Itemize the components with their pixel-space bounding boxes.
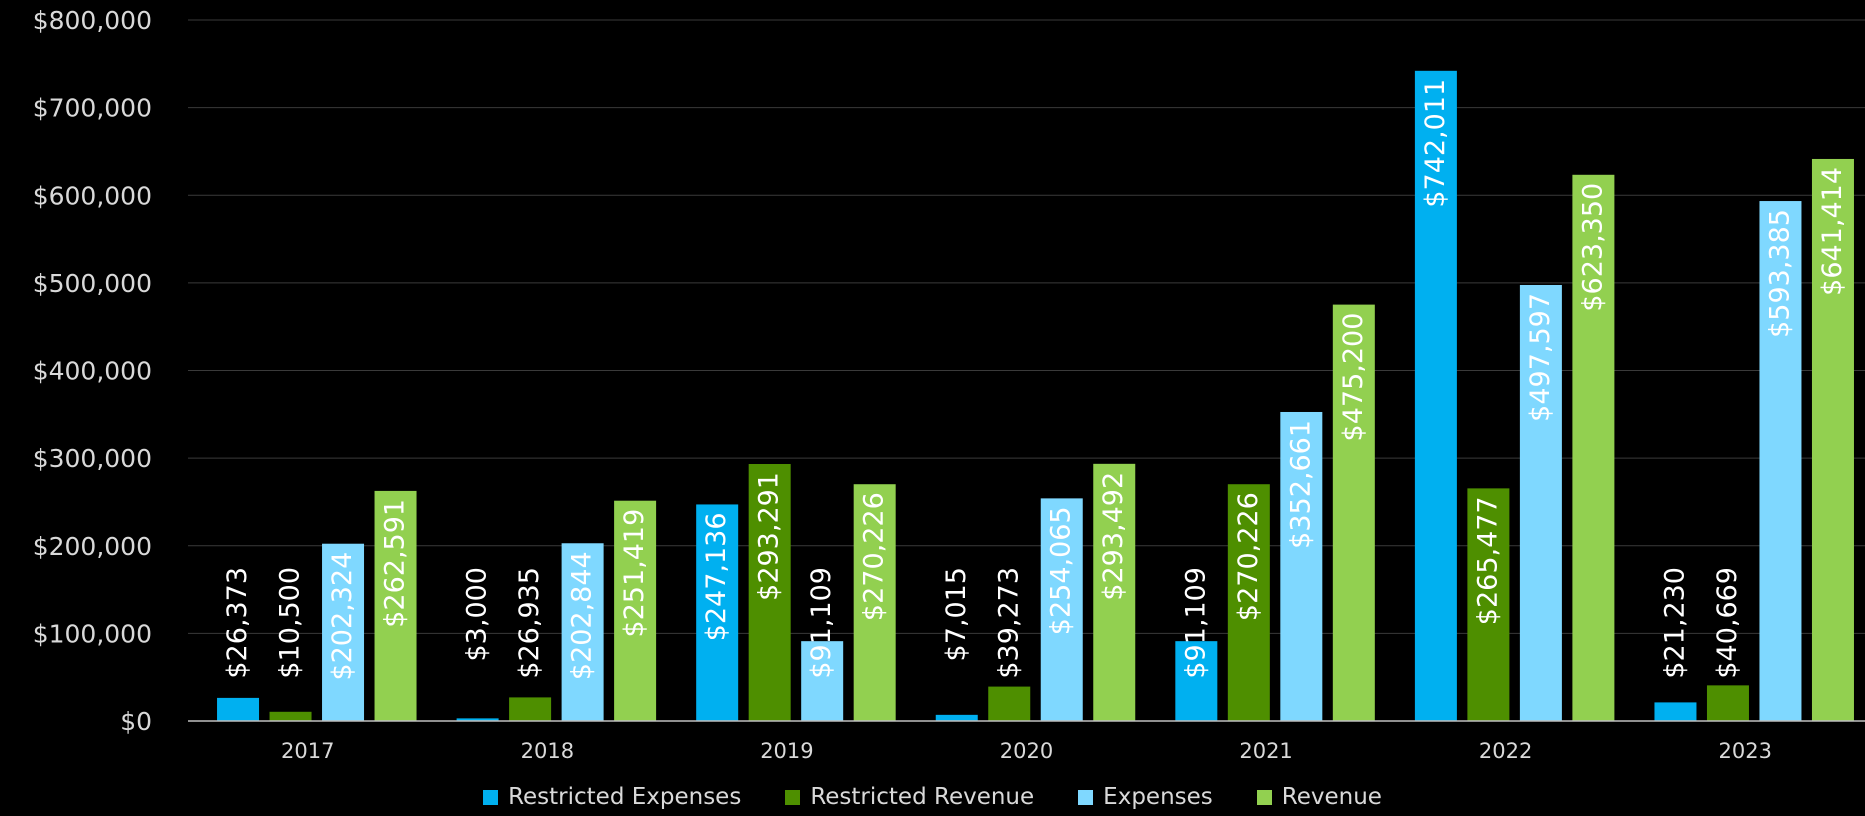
- bar: [988, 686, 1031, 721]
- bar: [1332, 304, 1375, 721]
- y-tick-label: $800,000: [33, 6, 152, 35]
- bar: [1227, 484, 1270, 721]
- bar: [1654, 702, 1697, 721]
- bar: [1175, 641, 1218, 721]
- x-tick-label: 2022: [1479, 739, 1532, 763]
- bar: [322, 543, 365, 721]
- bar: [1414, 70, 1457, 721]
- bar: [456, 718, 499, 721]
- legend-label: Restricted Revenue: [810, 784, 1035, 810]
- bar: [1519, 284, 1562, 721]
- x-tick-label: 2021: [1239, 739, 1292, 763]
- x-tick-label: 2020: [1000, 739, 1053, 763]
- data-label: $39,273: [993, 567, 1024, 679]
- bar: [1280, 411, 1323, 721]
- bar: [614, 500, 657, 721]
- bar: [269, 711, 312, 721]
- data-label: $265,477: [1472, 496, 1503, 625]
- bar: [1759, 201, 1802, 721]
- legend: Restricted Expenses Restricted Revenue Exp…: [0, 782, 1865, 812]
- data-label: $40,669: [1712, 567, 1743, 679]
- bar: [1093, 463, 1136, 721]
- x-tick-label: 2023: [1718, 739, 1771, 763]
- bar: [801, 641, 844, 721]
- legend-label: Expenses: [1103, 784, 1213, 810]
- bar: [1040, 498, 1083, 721]
- data-label: $91,109: [806, 567, 837, 679]
- legend-swatch: [785, 789, 801, 805]
- data-label: $623,350: [1577, 183, 1608, 312]
- bar: [1467, 488, 1510, 721]
- bar: [509, 697, 552, 721]
- data-label: $202,324: [327, 552, 358, 681]
- data-label: $26,373: [222, 567, 253, 679]
- y-tick-label: $700,000: [33, 94, 152, 123]
- data-label: $247,136: [701, 512, 732, 641]
- legend-label: Revenue: [1281, 784, 1382, 810]
- data-label: $91,109: [1180, 567, 1211, 679]
- data-label: $497,597: [1525, 293, 1556, 422]
- y-tick-label: $500,000: [33, 269, 152, 298]
- data-label: $26,935: [514, 567, 545, 679]
- bar: [748, 464, 791, 721]
- data-label: $475,200: [1338, 313, 1369, 442]
- data-label: $293,291: [754, 472, 785, 601]
- bar: [853, 484, 896, 721]
- legend-item: Expenses: [1078, 784, 1213, 810]
- data-label: $3,000: [462, 567, 493, 661]
- legend-item: Restricted Expenses: [483, 784, 741, 810]
- data-label: $202,844: [567, 551, 598, 680]
- data-label: $262,591: [380, 499, 411, 628]
- data-label: $7,015: [941, 567, 972, 661]
- bar: [374, 490, 417, 721]
- y-tick-label: $600,000: [33, 181, 152, 210]
- y-tick-label: $400,000: [33, 357, 152, 386]
- data-label: $641,414: [1817, 167, 1848, 296]
- bar: [1572, 174, 1615, 722]
- data-label: $21,230: [1659, 567, 1690, 679]
- data-label: $270,226: [1233, 492, 1264, 621]
- data-label: $352,661: [1285, 420, 1316, 549]
- bar: [561, 543, 604, 721]
- data-label: $251,419: [619, 509, 650, 638]
- x-tick-label: 2017: [281, 739, 334, 763]
- data-label: $254,065: [1046, 506, 1077, 635]
- data-label: $10,500: [275, 567, 306, 679]
- bar: [696, 504, 739, 721]
- y-tick-label: $300,000: [33, 444, 152, 473]
- legend-item: Revenue: [1256, 784, 1382, 810]
- legend-label: Restricted Expenses: [508, 784, 742, 810]
- bar: [1706, 685, 1749, 721]
- data-label: $593,385: [1764, 209, 1795, 338]
- legend-swatch: [1078, 789, 1094, 805]
- bar: [1811, 158, 1854, 721]
- y-tick-label: $100,000: [33, 619, 152, 648]
- bar: [217, 697, 260, 721]
- data-label: $270,226: [859, 492, 890, 621]
- legend-swatch: [483, 789, 499, 805]
- y-tick-label: $0: [120, 707, 152, 736]
- legend-item: Restricted Revenue: [785, 784, 1034, 810]
- bar: [935, 714, 978, 721]
- y-tick-label: $200,000: [33, 532, 152, 561]
- data-label: $742,011: [1420, 79, 1451, 208]
- data-label: $293,492: [1098, 472, 1129, 601]
- x-tick-label: 2018: [521, 739, 574, 763]
- legend-swatch: [1256, 789, 1272, 805]
- x-tick-label: 2019: [760, 739, 813, 763]
